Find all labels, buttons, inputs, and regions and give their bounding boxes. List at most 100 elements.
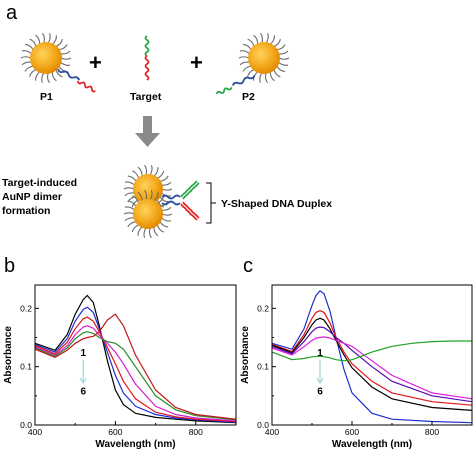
y-axis-title: Absorbance <box>240 326 251 384</box>
ligand-strand <box>278 61 289 66</box>
duplex-blue-bottom <box>161 200 181 206</box>
annotation-1: 1 <box>317 348 323 359</box>
ligand-strand <box>35 71 41 81</box>
ligand-strand <box>276 44 286 51</box>
series-b-1 <box>34 294 237 424</box>
x-axis-title: Wavelength (nm) <box>95 439 175 450</box>
p2-label: P2 <box>242 91 255 103</box>
ligand-strand <box>269 35 275 45</box>
gold-core <box>248 42 280 74</box>
ligand-strand <box>55 38 63 48</box>
panel-b-letter: b <box>4 255 15 277</box>
ligand-strand <box>127 175 137 182</box>
duplex-green-arm <box>180 180 198 198</box>
ligand-strand <box>247 68 255 78</box>
ligand-strand <box>159 175 169 182</box>
plus-sign-2: + <box>190 50 203 75</box>
y-tick-label: 0.1 <box>20 362 32 372</box>
gold-core <box>133 174 163 204</box>
series-c-1 <box>271 289 473 424</box>
y-tick-label: 0.0 <box>20 420 32 430</box>
x-tick-label: 800 <box>189 427 203 437</box>
ligand-strand <box>156 224 164 233</box>
ligand-strand <box>278 50 289 55</box>
ligand-strand <box>161 206 172 211</box>
ligand-strand <box>41 72 45 83</box>
annotation-6: 6 <box>80 387 86 398</box>
duplex-blue-top <box>161 194 181 200</box>
y-axis-title: Absorbance <box>3 326 14 384</box>
annotation-arrow-head <box>79 378 87 385</box>
x-tick-label: 800 <box>425 427 439 437</box>
x-axis-title: Wavelength (nm) <box>332 439 412 450</box>
ligand-strand <box>24 65 34 72</box>
ligand-strand <box>42 32 45 44</box>
p1-strand-blue <box>57 68 81 81</box>
ligand-strand <box>265 72 268 84</box>
ligand-strand <box>124 192 135 197</box>
panel-c-letter: c <box>243 255 253 277</box>
gold-core <box>30 42 62 74</box>
annotation-arrow-head <box>316 378 324 385</box>
ligand-strand <box>161 188 173 191</box>
series-c-2 <box>271 310 473 406</box>
x-tick-label: 400 <box>28 427 42 437</box>
ligand-strand <box>21 61 32 66</box>
ligand-strand <box>124 217 135 222</box>
ligand-strand <box>144 164 148 176</box>
dimer-nanoparticle-bottom <box>123 189 173 239</box>
ligand-strand <box>149 165 153 176</box>
duplex-red-arm-2 <box>182 201 200 219</box>
target-strand-red <box>144 55 150 81</box>
caption-line-1: Target-induced <box>2 177 77 189</box>
series-c-5 <box>271 336 473 400</box>
ligand-strand <box>21 50 32 55</box>
ligand-strand <box>148 227 152 239</box>
ligand-strand <box>137 226 143 236</box>
ligand-strand <box>239 50 250 55</box>
ligand-strand <box>242 65 252 72</box>
ligand-strand <box>278 57 290 60</box>
x-tick-label: 400 <box>265 427 279 437</box>
duplex-label: Y-Shaped DNA Duplex <box>221 198 332 210</box>
duplex-green-arm-2 <box>182 182 200 200</box>
ligand-strand <box>242 43 252 51</box>
ligand-strand <box>20 56 32 59</box>
p2-strand-blue <box>231 75 256 86</box>
x-tick-label: 600 <box>345 427 359 437</box>
ligand-strand <box>29 38 37 47</box>
series-c-4 <box>271 326 473 403</box>
panel-a: a P1 + Target + P2 Target-induced AuNP d… <box>2 2 332 239</box>
ligand-strand <box>276 65 286 73</box>
ligand-strand <box>153 226 159 237</box>
p1-label: P1 <box>40 91 53 103</box>
panel-a-letter: a <box>6 2 18 24</box>
ligand-strand <box>269 71 275 82</box>
ligand-strand <box>161 181 172 186</box>
ligand-strand <box>123 212 135 215</box>
ligand-strand <box>35 34 41 45</box>
gold-core <box>133 199 163 229</box>
ligand-strand <box>58 44 68 51</box>
ligand-strand <box>131 224 140 233</box>
series-b-5 <box>34 331 237 421</box>
series-b-6 <box>34 313 237 420</box>
series-b-2 <box>34 306 237 423</box>
ligand-strand <box>273 69 281 78</box>
x-tick-label: 600 <box>108 427 122 437</box>
y-tick-label: 0.2 <box>20 303 32 313</box>
ligand-strand <box>253 34 259 45</box>
series-c-6 <box>271 340 472 362</box>
ligand-strand <box>47 33 51 44</box>
duplex-bracket <box>206 182 216 224</box>
caption-line-2: AuNP dimer <box>2 191 62 203</box>
y-tick-label: 0.0 <box>257 420 269 430</box>
ligand-strand <box>47 72 50 84</box>
p2-nanoparticle <box>238 32 290 84</box>
ligand-strand <box>159 221 169 228</box>
chart-c: 400 600 800 0.0 0.1 0.2 Wavelength (nm) Absorba… <box>240 284 473 450</box>
ligand-strand <box>239 61 250 66</box>
y-tick-label: 0.1 <box>257 362 269 372</box>
duplex-red-arm <box>180 203 198 221</box>
